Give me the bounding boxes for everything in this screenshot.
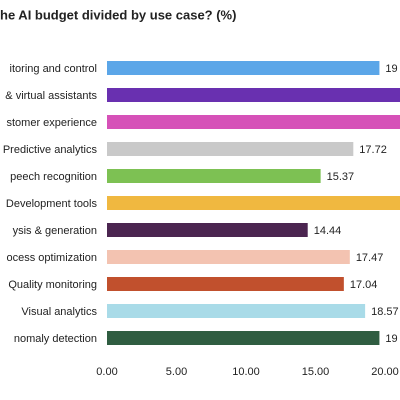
- bar: [107, 142, 354, 156]
- bar: [107, 169, 321, 183]
- bar: [107, 115, 400, 129]
- bar: [107, 277, 344, 291]
- y-tick-label: Development tools: [6, 198, 98, 210]
- x-tick-label: 15.00: [302, 366, 330, 378]
- bar: [107, 88, 400, 102]
- value-label: 17.72: [359, 144, 387, 156]
- y-tick-label: Predictive analytics: [3, 144, 98, 156]
- y-tick-label: ocess optimization: [7, 252, 98, 264]
- y-tick-label: stomer experience: [7, 117, 98, 129]
- y-tick-label: Visual analytics: [21, 306, 97, 318]
- y-tick-label: Quality monitoring: [8, 279, 97, 291]
- chart-title: he AI budget divided by use case? (%): [0, 7, 236, 22]
- bar: [107, 61, 380, 75]
- value-label: 17.47: [356, 252, 384, 264]
- x-tick-label: 0.00: [96, 366, 117, 378]
- value-label: 14.44: [314, 225, 342, 237]
- value-label: 19: [385, 63, 397, 75]
- x-tick-label: 5.00: [166, 366, 187, 378]
- bar: [107, 331, 380, 345]
- value-label: 18.57: [371, 306, 399, 318]
- value-label: 15.37: [327, 171, 355, 183]
- bar: [107, 223, 308, 237]
- y-tick-label: nomaly detection: [14, 333, 97, 345]
- bar: [107, 250, 350, 264]
- value-label: 19: [385, 333, 397, 345]
- y-tick-label: peech recognition: [10, 171, 97, 183]
- bar: [107, 196, 400, 210]
- x-tick-label: 20.00: [371, 366, 399, 378]
- x-tick-label: 10.00: [232, 366, 260, 378]
- value-label: 17.04: [350, 279, 378, 291]
- y-tick-label: & virtual assistants: [5, 90, 97, 102]
- y-tick-label: ysis & generation: [13, 225, 97, 237]
- y-tick-label: itoring and control: [10, 63, 97, 75]
- bar: [107, 304, 366, 318]
